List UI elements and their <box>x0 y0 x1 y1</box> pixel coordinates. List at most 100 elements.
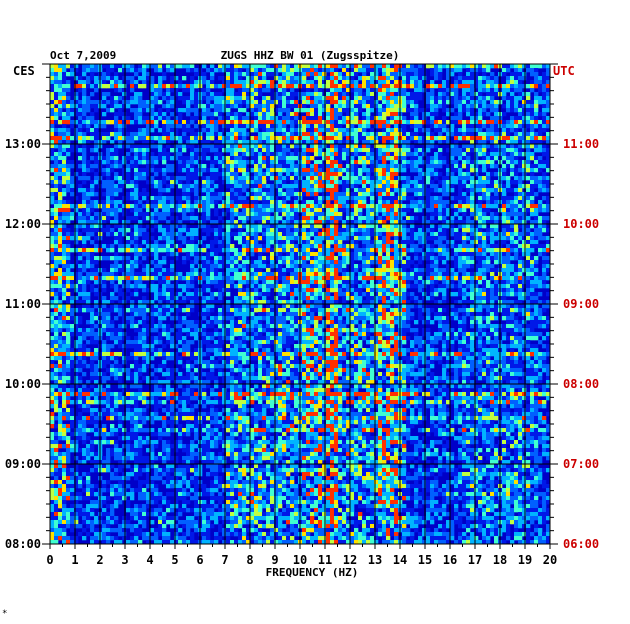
spectrogram-cell <box>490 216 495 221</box>
spectrogram-cell <box>50 252 55 257</box>
spectrogram-cell <box>418 76 423 81</box>
spectrogram-cell <box>386 92 391 97</box>
spectrogram-cell <box>382 104 387 109</box>
spectrogram-cell <box>166 88 171 93</box>
spectrogram-cell <box>246 208 251 213</box>
spectrogram-cell <box>522 252 527 257</box>
spectrogram-cell <box>54 240 59 245</box>
spectrogram-cell <box>386 112 391 117</box>
spectrogram-cell <box>346 208 351 213</box>
spectrogram-cell <box>242 168 247 173</box>
spectrogram-cell <box>294 196 299 201</box>
spectrogram-cell <box>78 124 83 129</box>
spectrogram-cell <box>226 88 231 93</box>
spectrogram-cell <box>362 240 367 245</box>
spectrogram-cell <box>526 244 531 249</box>
spectrogram-cell <box>386 104 391 109</box>
spectrogram-cell <box>458 100 463 105</box>
spectrogram-cell <box>210 172 215 177</box>
spectrogram-cell <box>62 224 67 229</box>
spectrogram-cell <box>110 200 115 205</box>
spectrogram-cell <box>334 208 339 213</box>
spectrogram-cell <box>122 132 127 137</box>
spectrogram-cell <box>382 160 387 165</box>
spectrogram-cell <box>262 120 267 125</box>
spectrogram-cell <box>302 116 307 121</box>
spectrogram-cell <box>78 164 83 169</box>
spectrogram-cell <box>374 220 379 225</box>
spectrogram-cell <box>490 124 495 129</box>
spectrogram-cell <box>382 192 387 197</box>
spectrogram-cell <box>122 100 127 105</box>
spectrogram-cell <box>266 64 271 69</box>
spectrogram-cell <box>266 196 271 201</box>
spectrogram-cell <box>450 88 455 93</box>
spectrogram-cell <box>266 124 271 129</box>
spectrogram-cell <box>306 112 311 117</box>
spectrogram-cell <box>374 216 379 221</box>
spectrogram-cell <box>182 228 187 233</box>
spectrogram-cell <box>82 176 87 181</box>
spectrogram-cell <box>510 128 515 133</box>
spectrogram-cell <box>66 236 71 241</box>
spectrogram-cell <box>270 152 275 157</box>
spectrogram-cell <box>318 84 323 89</box>
spectrogram-cell <box>58 220 63 225</box>
spectrogram-cell <box>102 136 107 141</box>
spectrogram-cell <box>486 76 491 81</box>
spectrogram-cell <box>326 196 331 201</box>
spectrogram-cell <box>390 228 395 233</box>
spectrogram-cell <box>78 112 83 117</box>
spectrogram-cell <box>270 252 275 257</box>
spectrogram-cell <box>302 64 307 69</box>
spectrogram-cell <box>534 164 539 169</box>
spectrogram-cell <box>62 160 67 165</box>
spectrogram-cell <box>170 164 175 169</box>
spectrogram-cell <box>422 176 427 181</box>
spectrogram-cell <box>62 200 67 205</box>
spectrogram-cell <box>246 216 251 221</box>
spectrogram-cell <box>530 232 535 237</box>
spectrogram-cell <box>106 172 111 177</box>
spectrogram-cell <box>422 76 427 81</box>
spectrogram-cell <box>490 240 495 245</box>
spectrogram-cell <box>166 200 171 205</box>
spectrogram-cell <box>234 232 239 237</box>
spectrogram-cell <box>402 196 407 201</box>
spectrogram-cell <box>234 92 239 97</box>
spectrogram-cell <box>414 72 419 77</box>
spectrogram-cell <box>494 184 499 189</box>
spectrogram-cell <box>442 116 447 121</box>
spectrogram-cell <box>194 168 199 173</box>
spectrogram-cell <box>514 180 519 185</box>
spectrogram-cell <box>230 72 235 77</box>
spectrogram-cell <box>378 120 383 125</box>
spectrogram-cell <box>390 204 395 209</box>
spectrogram-cell <box>342 200 347 205</box>
spectrogram-cell <box>74 144 79 149</box>
spectrogram-cell <box>154 252 159 257</box>
spectrogram-cell <box>410 204 415 209</box>
spectrogram-cell <box>106 84 111 89</box>
spectrogram-cell <box>94 108 99 113</box>
spectrogram-cell <box>534 108 539 113</box>
spectrogram-cell <box>226 168 231 173</box>
spectrogram-cell <box>478 216 483 221</box>
spectrogram-cell <box>482 232 487 237</box>
spectrogram-cell <box>430 68 435 73</box>
spectrogram-cell <box>478 240 483 245</box>
spectrogram-cell <box>382 232 387 237</box>
spectrogram-cell <box>346 176 351 181</box>
spectrogram-cell <box>118 248 123 253</box>
spectrogram-cell <box>342 64 347 69</box>
spectrogram-cell <box>70 236 75 241</box>
spectrogram-cell <box>70 100 75 105</box>
spectrogram-cell <box>134 256 139 261</box>
spectrogram-cell <box>434 64 439 69</box>
spectrogram-cell <box>58 136 63 141</box>
spectrogram-cell <box>146 124 151 129</box>
spectrogram-cell <box>462 208 467 213</box>
spectrogram-cell <box>234 184 239 189</box>
spectrogram-cell <box>506 152 511 157</box>
